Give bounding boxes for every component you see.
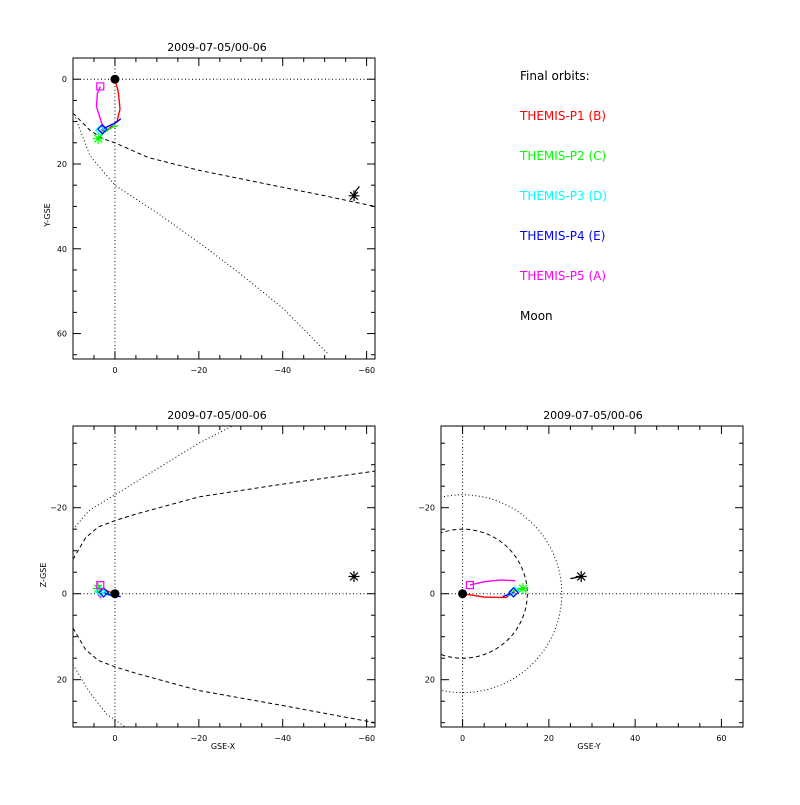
legend-entry-p2: THEMIS-P2 (C): [519, 149, 606, 163]
xz-boundary-dotted-1: [73, 426, 233, 530]
yz-boundary-circle-dashed: [441, 528, 528, 659]
yz-orbit-p5: [469, 579, 516, 586]
legend-entry-moon: Moon: [520, 309, 553, 323]
yz-marker-asterisk-1: [517, 583, 529, 594]
panel-yz-title: 2009-07-05/00-06: [543, 409, 643, 422]
xy-ytick-label: 60: [57, 330, 67, 339]
panel-xz-xlabel: GSE-X: [211, 742, 236, 751]
xz-boundary-dashed-3: [73, 470, 375, 560]
legend-entry-p4: THEMIS-P4 (E): [519, 229, 605, 243]
xy-marker-circle-0: [110, 74, 120, 84]
yz-ytick-label: 20: [425, 676, 435, 685]
panel-yz: 2009-07-05/00-06 GSE-Y 0 20 40 60 20 0 −20: [418, 409, 744, 751]
panel-xz-title: 2009-07-05/00-06: [167, 409, 267, 422]
xz-marker-diamond-3: [98, 587, 109, 598]
xz-xtick-label: −60: [358, 734, 375, 743]
xy-frame: [72, 57, 376, 360]
yz-plot-area: [441, 426, 743, 727]
panel-xz-ylabel: Z-GSE: [39, 563, 48, 588]
legend: Final orbits: THEMIS-P1 (B) THEMIS-P2 (C…: [519, 69, 607, 323]
xy-xtick-label: −60: [358, 366, 375, 375]
legend-title: Final orbits:: [520, 69, 590, 83]
legend-entry-p3: THEMIS-P3 (D): [519, 189, 607, 203]
xz-marker-circle-0: [110, 589, 120, 599]
xz-boundary-dashed-2: [73, 627, 375, 724]
panel-xz: 2009-07-05/00-06 GSE-X Z-GSE 0 −20 −40 −60 2…: [39, 409, 376, 751]
xy-marker-asterisk-1: [92, 133, 104, 144]
yz-boundary-circle-dotted: [441, 494, 563, 694]
yz-ytick-label: −20: [418, 504, 435, 513]
xy-moon-track: [353, 186, 360, 197]
xz-marker-diamond-2: [94, 586, 106, 597]
xz-boundary-dotted-0: [73, 664, 126, 727]
xz-marker-square-4: [96, 580, 105, 590]
xy-ytick-label: 0: [62, 75, 67, 84]
xy-marker-asterisk-5: [348, 190, 360, 202]
xy-marker-square-4: [96, 82, 105, 91]
yz-xtick-label: 60: [716, 734, 726, 743]
xz-xtick-label: −20: [190, 734, 207, 743]
legend-entry-p1: THEMIS-P1 (B): [519, 109, 606, 123]
yz-ytick-label: 0: [430, 590, 435, 599]
xy-ytick-label: 20: [57, 160, 67, 169]
xz-frame: [72, 425, 376, 728]
xy-xtick-label: −40: [274, 366, 291, 375]
yz-marker-square-4: [465, 580, 475, 590]
xy-boundary-dashed-1: [73, 112, 375, 207]
xy-ytick-label: 40: [57, 245, 67, 254]
yz-xtick-label: 0: [460, 734, 465, 743]
yz-marker-asterisk-5: [575, 571, 587, 582]
xy-marker-diamond-3: [97, 123, 108, 135]
panel-xy-title: 2009-07-05/00-06: [167, 41, 267, 54]
xz-ytick-label: −20: [50, 504, 67, 513]
xy-xtick-label: 0: [112, 366, 117, 375]
panel-xy-ylabel: Y-GSE: [43, 203, 52, 227]
legend-entry-p5: THEMIS-P5 (A): [519, 269, 606, 283]
panel-xy: 2009-07-05/00-06 Y-GSE 0 −20 −40 −60 0 20 40 60: [43, 41, 376, 375]
yz-xtick-label: 40: [630, 734, 640, 743]
xz-xtick-label: −40: [274, 734, 291, 743]
xz-ytick-label: 20: [57, 676, 67, 685]
xy-xtick-label: −20: [190, 366, 207, 375]
yz-marker-circle-0: [458, 589, 468, 599]
yz-xtick-label: 20: [544, 734, 554, 743]
panel-yz-xlabel: GSE-Y: [577, 742, 600, 751]
xz-ytick-label: 0: [62, 590, 67, 599]
xz-marker-asterisk-5: [348, 571, 360, 582]
xy-marker-diamond-2: [94, 124, 106, 136]
xz-xtick-label: 0: [112, 734, 117, 743]
yz-marker-diamond-3: [508, 587, 519, 598]
